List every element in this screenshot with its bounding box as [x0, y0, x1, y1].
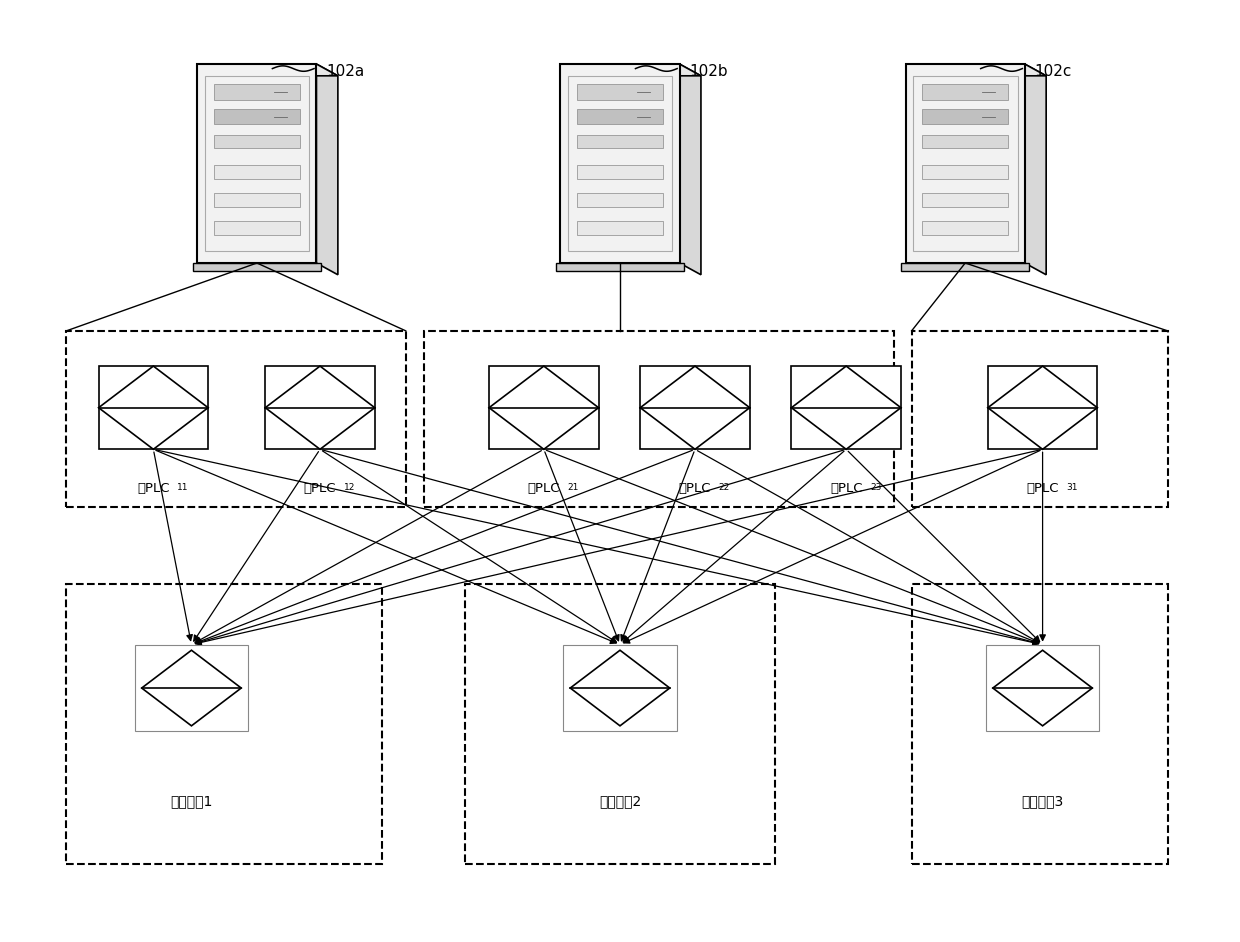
Bar [923, 135, 1008, 148]
Bar [923, 220, 1008, 236]
Bar [215, 165, 300, 179]
Text: 12: 12 [343, 482, 355, 492]
Bar [923, 165, 1008, 179]
Bar [99, 366, 208, 449]
Bar [913, 76, 1018, 252]
Text: 21: 21 [568, 482, 579, 492]
Text: 软PLC: 软PLC [138, 482, 170, 495]
Bar [640, 366, 750, 449]
Bar [215, 220, 300, 236]
Bar [986, 645, 1099, 731]
Text: 102b: 102b [689, 64, 728, 79]
Bar [568, 76, 672, 252]
Bar [577, 135, 663, 148]
Text: 软守护刨1: 软守护刨1 [170, 794, 212, 808]
Bar [67, 584, 382, 865]
Bar [265, 366, 374, 449]
Bar [577, 84, 663, 100]
Bar [215, 193, 300, 207]
Bar [577, 165, 663, 179]
Polygon shape [905, 64, 1047, 75]
Bar [905, 64, 1024, 263]
Text: 软PLC: 软PLC [1027, 482, 1059, 495]
Bar [205, 76, 309, 252]
Bar [577, 109, 663, 123]
Bar [563, 645, 677, 731]
Bar [424, 331, 894, 507]
Bar [911, 584, 1168, 865]
Bar [923, 193, 1008, 207]
Text: 102c: 102c [1034, 64, 1071, 79]
Bar [489, 366, 599, 449]
Text: 软守护刨3: 软守护刨3 [1022, 794, 1064, 808]
Text: 软PLC: 软PLC [678, 482, 712, 495]
Text: 软PLC: 软PLC [527, 482, 560, 495]
Bar [577, 193, 663, 207]
Bar [215, 109, 300, 123]
Bar [135, 645, 248, 731]
Text: 软PLC: 软PLC [304, 482, 336, 495]
Polygon shape [680, 64, 701, 275]
Polygon shape [1024, 64, 1047, 275]
Bar [911, 331, 1168, 507]
Polygon shape [560, 64, 701, 75]
Text: 软PLC: 软PLC [830, 482, 863, 495]
Text: 23: 23 [870, 482, 882, 492]
Bar [901, 263, 1029, 271]
Bar [577, 220, 663, 236]
Polygon shape [316, 64, 337, 275]
Bar [197, 64, 316, 263]
Bar [192, 263, 321, 271]
Text: 软守护刨2: 软守护刨2 [599, 794, 641, 808]
Bar [988, 366, 1097, 449]
Bar [215, 135, 300, 148]
Text: 31: 31 [1066, 482, 1078, 492]
Bar [560, 64, 680, 263]
Bar [215, 84, 300, 100]
Bar [67, 331, 405, 507]
Bar [923, 84, 1008, 100]
Bar [923, 109, 1008, 123]
Text: 102a: 102a [326, 64, 365, 79]
Polygon shape [197, 64, 337, 75]
Bar [556, 263, 684, 271]
Text: 22: 22 [719, 482, 730, 492]
Bar [791, 366, 901, 449]
Bar [465, 584, 775, 865]
Text: 11: 11 [177, 482, 188, 492]
